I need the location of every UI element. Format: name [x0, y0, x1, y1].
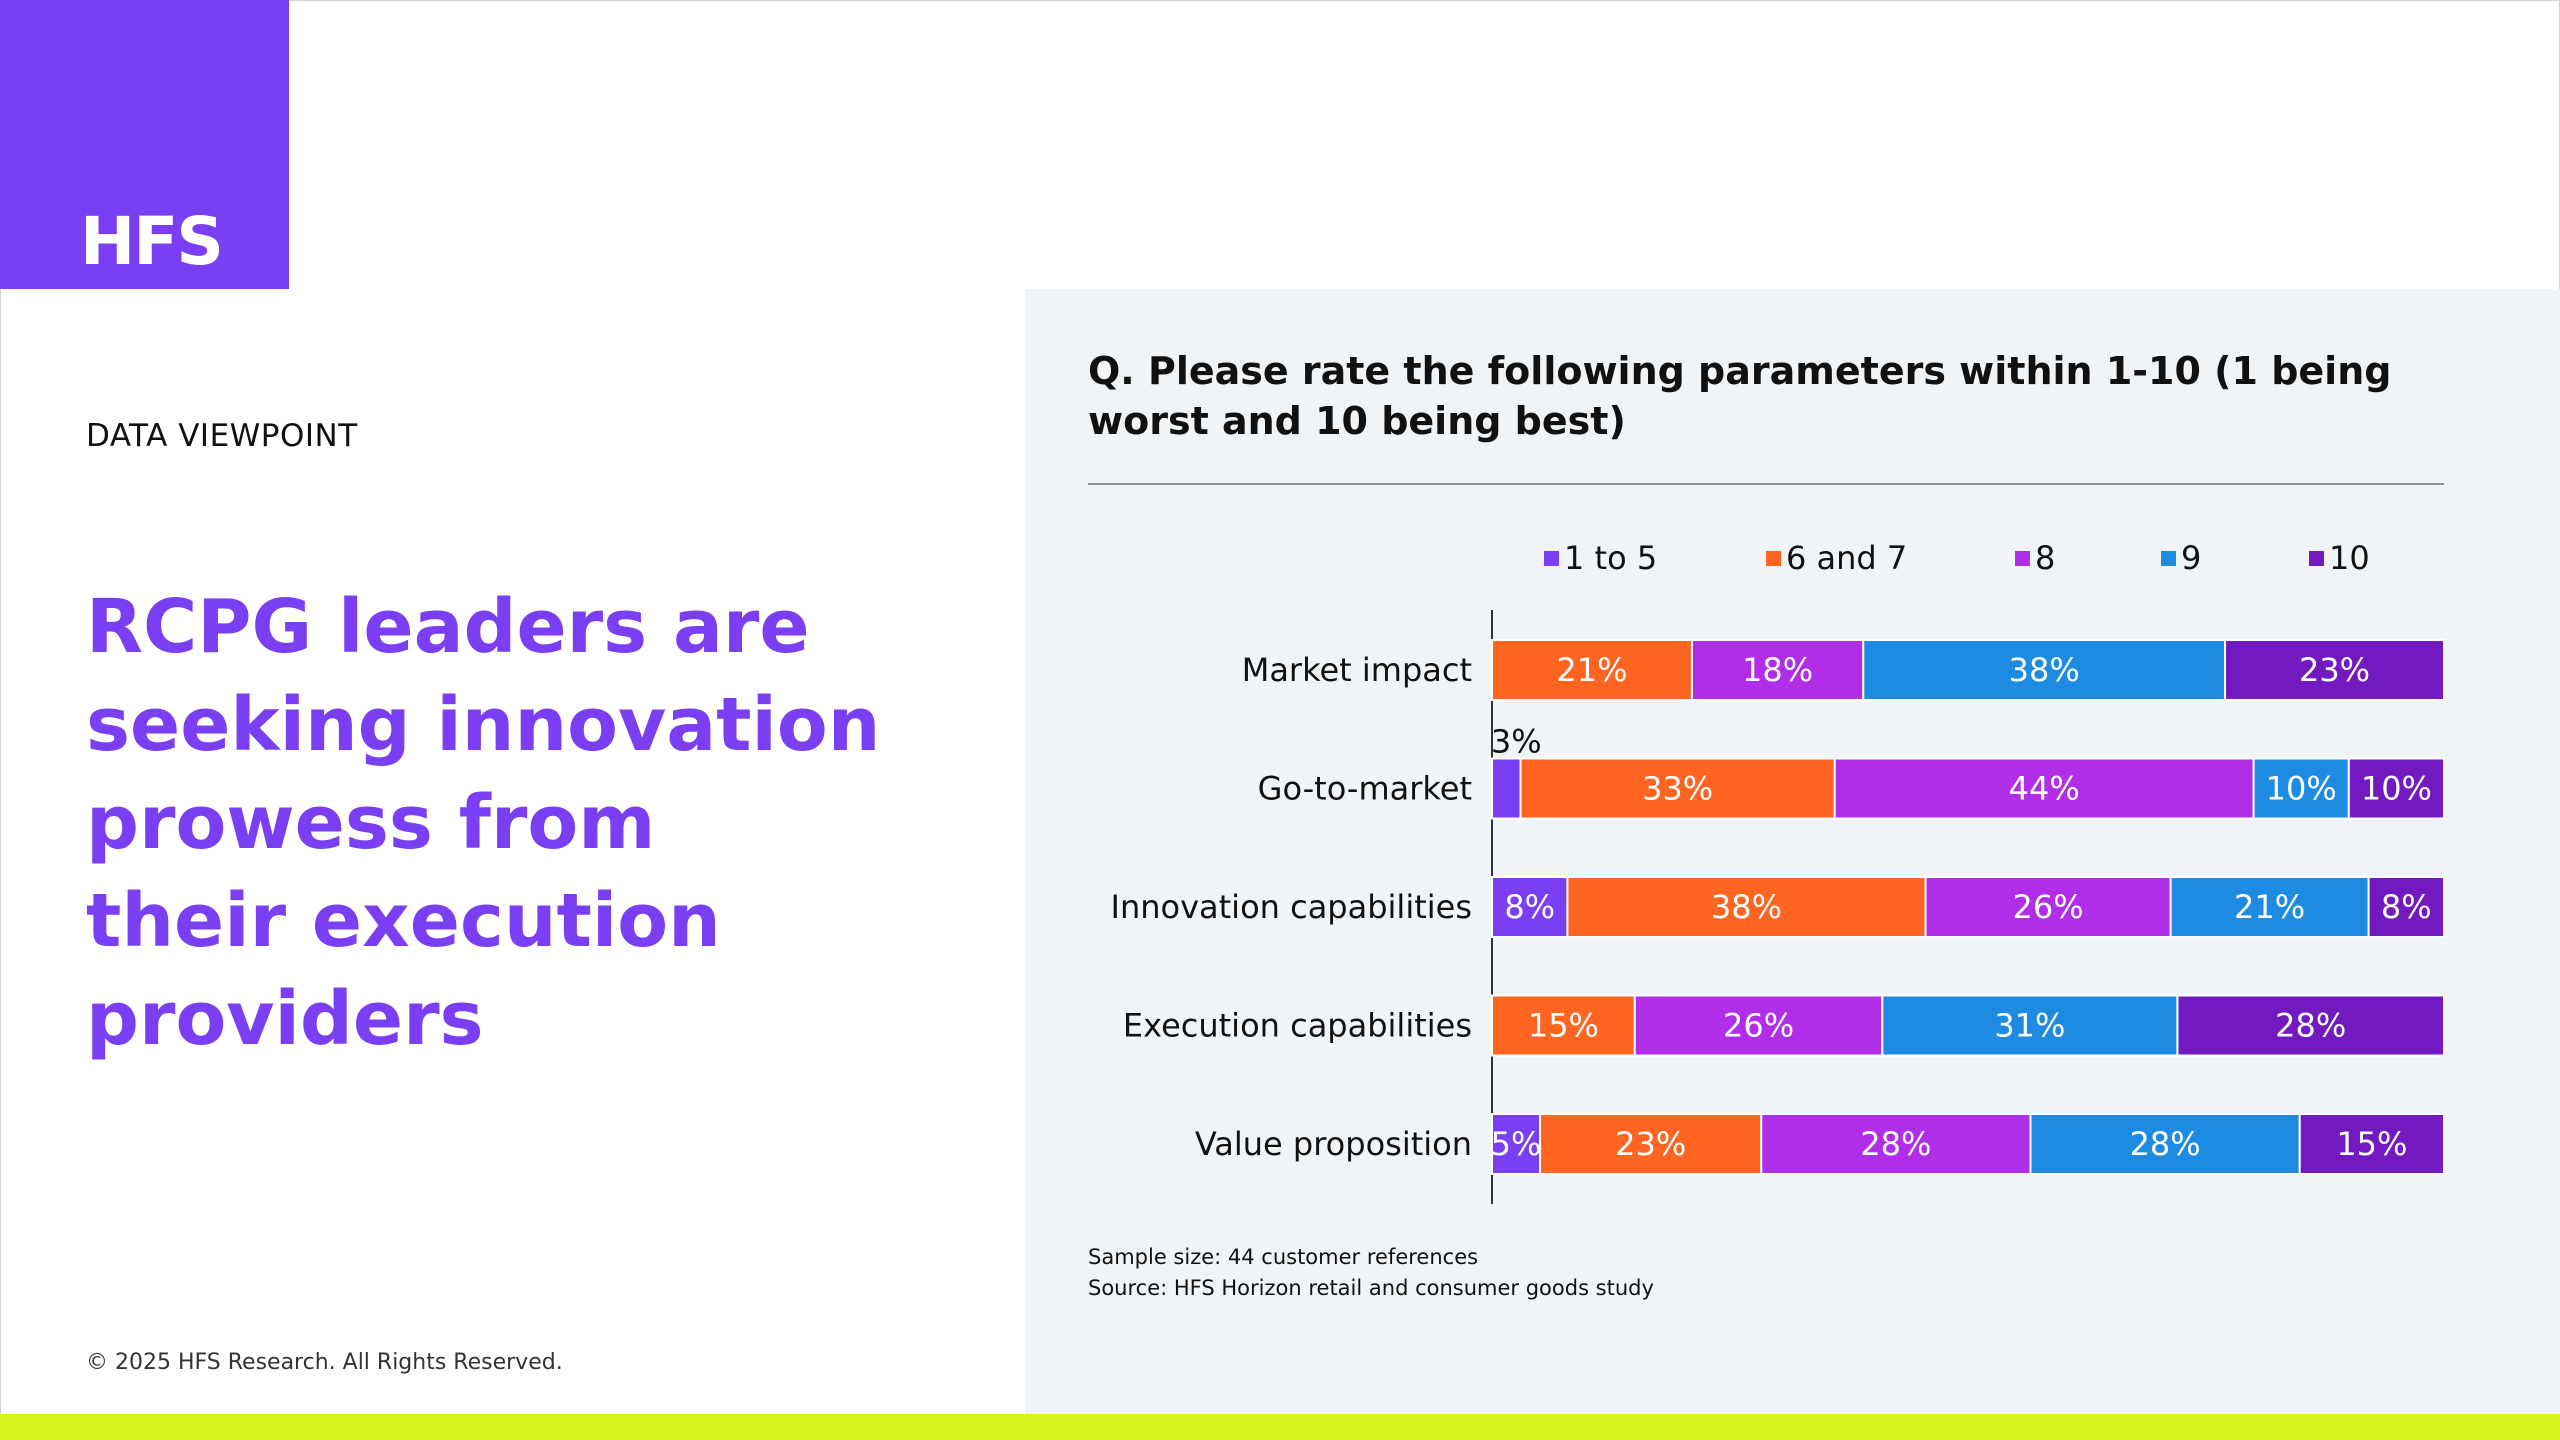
bar-segment	[1539, 1113, 1763, 1175]
bar-data-label: 33%	[1642, 770, 1713, 808]
bar-segment	[1760, 1113, 2032, 1175]
bar-segment	[1519, 757, 1836, 820]
hfs-logo: HFS	[0, 0, 289, 289]
bar-data-label: 21%	[1556, 651, 1627, 689]
bar-segment	[1491, 757, 1522, 820]
legend-label: 9	[2181, 539, 2201, 577]
bar-data-label: 8%	[1504, 888, 1555, 926]
headline-line: seeking innovation	[86, 682, 881, 768]
bar-segment	[1633, 994, 1884, 1057]
bar-data-label: 10%	[2266, 770, 2337, 808]
chart-panel	[1025, 289, 2560, 1414]
headline-line: their execution	[86, 878, 721, 964]
bar-segment	[2169, 876, 2370, 938]
bar-data-label: 28%	[2130, 1125, 2201, 1163]
bar-data-label: 21%	[2234, 888, 2305, 926]
category-tick-label: Innovation capabilities	[1111, 888, 1473, 926]
legend-swatch	[1766, 551, 1781, 566]
bar-data-label: 18%	[1742, 651, 1813, 689]
bar-segment	[1491, 876, 1569, 938]
bar-data-label: 44%	[2009, 770, 2080, 808]
bar-segment	[1690, 639, 1865, 701]
eyebrow-label: DATA VIEWPOINT	[86, 418, 358, 454]
bar-data-label: 15%	[1528, 1007, 1599, 1045]
headline: RCPG leaders are seeking innovation prow…	[86, 578, 986, 1068]
copyright: © 2025 HFS Research. All Rights Reserved…	[86, 1350, 563, 1375]
bar-segment	[2298, 1113, 2445, 1175]
title-divider	[1088, 483, 2444, 485]
headline-line: prowess from	[86, 780, 656, 866]
bar-data-label: 8%	[2381, 888, 2432, 926]
bar-data-label: 38%	[2009, 651, 2080, 689]
bar-data-label: 23%	[2299, 651, 2370, 689]
headline-line: providers	[86, 976, 484, 1062]
bar-data-label: 26%	[2013, 888, 2084, 926]
bar-segment	[1491, 639, 1693, 701]
legend-swatch	[1544, 551, 1559, 566]
legend-label: 6 and 7	[1786, 539, 1907, 577]
bar-segment	[1881, 994, 2179, 1057]
bar-segment	[1491, 1113, 1542, 1175]
hfs-logo-text: HFS	[80, 210, 222, 270]
legend-swatch	[2015, 551, 2030, 566]
stacked-bar-chart: 1 to 5 6 and 7 8 9 10 Market impact 21% 18% 38% 2…	[1111, 539, 2446, 1204]
bar-data-label: 26%	[1723, 1007, 1794, 1045]
bar-segment	[1566, 876, 1927, 938]
legend-label: 10	[2329, 539, 2370, 577]
bar-segment	[2224, 639, 2446, 701]
chart-notes: Sample size: 44 customer references Sour…	[1088, 1242, 1654, 1304]
bar-segment	[1491, 994, 1636, 1057]
bar-data-label: 28%	[2275, 1007, 2346, 1045]
category-tick-label: Market impact	[1242, 651, 1472, 689]
bar-data-label: 28%	[1860, 1125, 1931, 1163]
legend-label: 8	[2035, 539, 2055, 577]
bar-segment	[2176, 994, 2445, 1057]
bar-data-label: 31%	[1994, 1007, 2065, 1045]
legend-label: 1 to 5	[1564, 539, 1657, 577]
headline-line: RCPG leaders are	[86, 584, 810, 670]
accent-bar	[0, 1414, 2560, 1440]
legend-swatch	[2161, 551, 2176, 566]
bar-segment	[2367, 876, 2446, 938]
bar-data-label: 10%	[2361, 770, 2432, 808]
sample-size-note: Sample size: 44 customer references	[1088, 1245, 1479, 1269]
category-tick-label: Go-to-market	[1258, 770, 1472, 808]
bar-data-label: 5%	[1491, 1125, 1542, 1163]
bar-data-label: 3%	[1491, 723, 1542, 761]
category-tick-label: Execution capabilities	[1123, 1007, 1472, 1045]
bar-data-label: 15%	[2336, 1125, 2407, 1163]
hfs-logo-wordmark: HFS	[80, 210, 224, 270]
legend-swatch	[2309, 551, 2324, 566]
source-note: Source: HFS Horizon retail and consumer …	[1088, 1276, 1654, 1300]
chart-title: Q. Please rate the following parameters …	[1088, 349, 2392, 443]
bar-segment	[2347, 757, 2446, 820]
category-tick-label: Value proposition	[1195, 1125, 1472, 1163]
bar-data-label: 38%	[1711, 888, 1782, 926]
bar-data-label: 23%	[1615, 1125, 1686, 1163]
